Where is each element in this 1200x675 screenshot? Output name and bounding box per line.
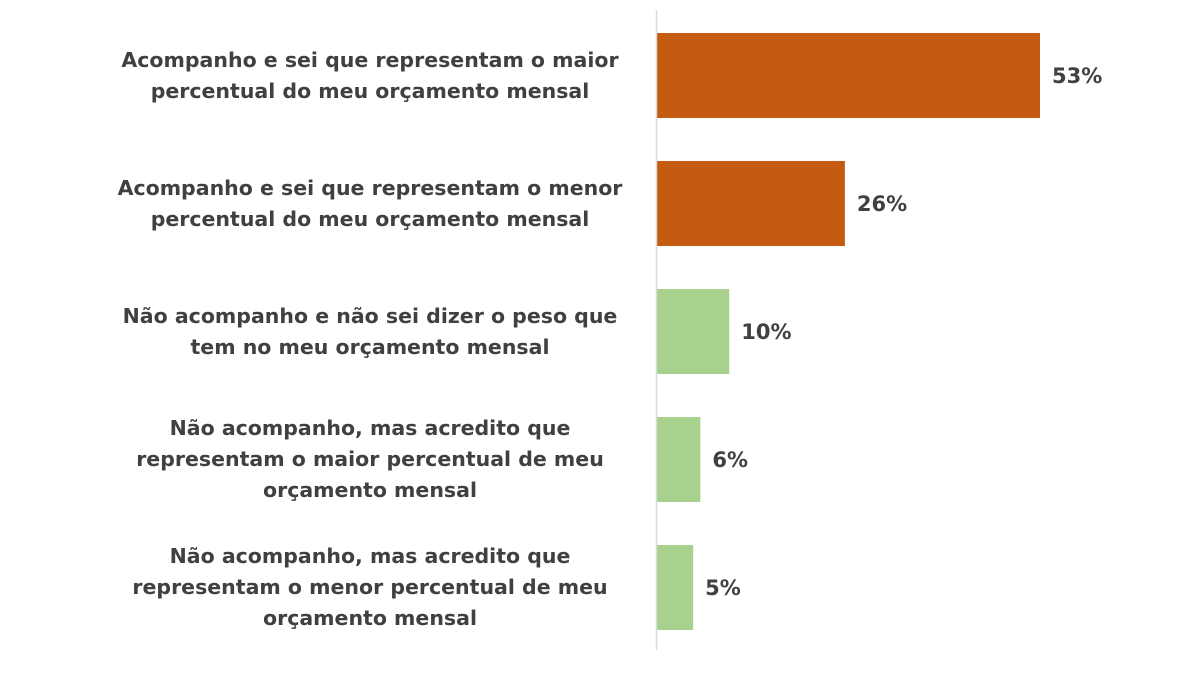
category-label-text: Não acompanho, mas acredito que represen… — [132, 544, 608, 630]
bar-1 — [657, 33, 1040, 118]
bar-5 — [657, 545, 694, 630]
bar-3 — [657, 289, 730, 374]
data-label: 6% — [712, 447, 748, 472]
data-label: 53% — [1052, 63, 1103, 88]
category-label-text: Acompanho e sei que representam o maior … — [121, 47, 619, 103]
category-label: Não acompanho, mas acredito que represen… — [100, 535, 640, 640]
data-label: 10% — [741, 319, 792, 344]
category-label: Não acompanho, mas acredito que represen… — [100, 407, 640, 512]
category-label: Acompanho e sei que representam o menor … — [100, 151, 640, 256]
category-label-text: Não acompanho e não sei dizer o peso que… — [122, 303, 618, 359]
category-label-text: Acompanho e sei que representam o menor … — [117, 175, 623, 231]
data-label: 26% — [856, 191, 908, 216]
bars-group — [657, 33, 1040, 630]
category-label: Não acompanho e não sei dizer o peso que… — [100, 279, 640, 384]
bar-2 — [657, 161, 845, 246]
category-label-text: Não acompanho, mas acredito que represen… — [136, 416, 604, 502]
category-label: Acompanho e sei que representam o maior … — [100, 23, 640, 128]
data-label: 5% — [705, 575, 741, 600]
bar-4 — [657, 417, 701, 502]
